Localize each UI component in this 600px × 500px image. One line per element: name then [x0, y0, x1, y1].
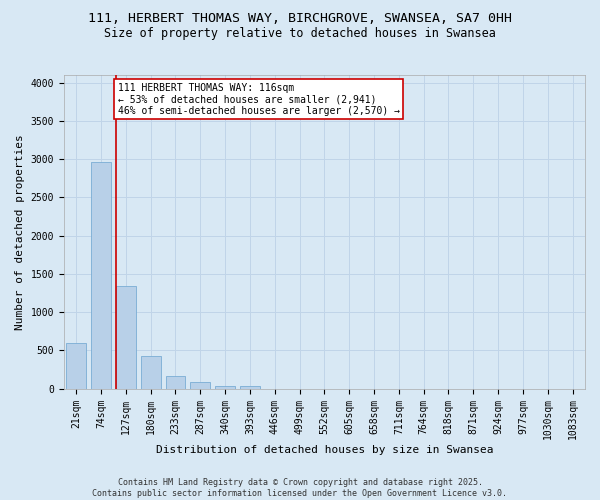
Text: Contains HM Land Registry data © Crown copyright and database right 2025.
Contai: Contains HM Land Registry data © Crown c…: [92, 478, 508, 498]
Bar: [116, 286, 136, 389]
Bar: [66, 344, 86, 388]
Bar: [240, 386, 260, 388]
Bar: [215, 386, 235, 388]
Bar: [166, 376, 185, 388]
Text: 111 HERBERT THOMAS WAY: 116sqm
← 53% of detached houses are smaller (2,941)
46% : 111 HERBERT THOMAS WAY: 116sqm ← 53% of …: [118, 82, 400, 116]
Text: Size of property relative to detached houses in Swansea: Size of property relative to detached ho…: [104, 28, 496, 40]
Bar: [141, 356, 161, 388]
Y-axis label: Number of detached properties: Number of detached properties: [15, 134, 25, 330]
Bar: [91, 162, 111, 388]
X-axis label: Distribution of detached houses by size in Swansea: Distribution of detached houses by size …: [155, 445, 493, 455]
Bar: [190, 382, 210, 388]
Text: 111, HERBERT THOMAS WAY, BIRCHGROVE, SWANSEA, SA7 0HH: 111, HERBERT THOMAS WAY, BIRCHGROVE, SWA…: [88, 12, 512, 26]
